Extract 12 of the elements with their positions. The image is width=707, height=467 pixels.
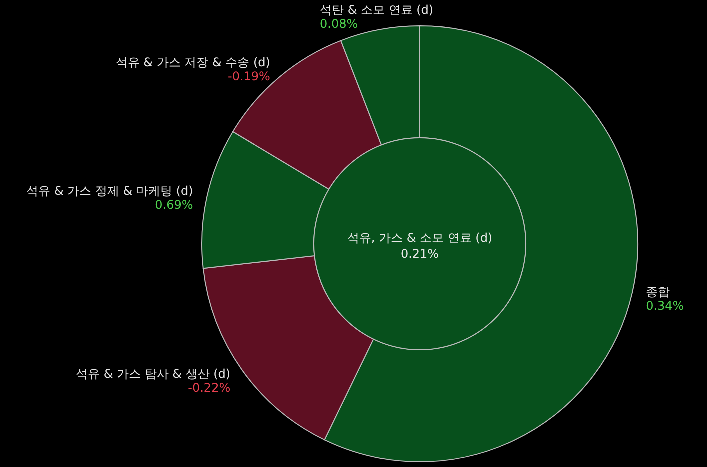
text: 0.34% [646, 299, 684, 314]
text: 0.21% [400, 247, 440, 261]
slice-label: 석유 & 가스 저장 & 수송 (d) [116, 56, 270, 70]
slice-label: 석유 & 가스 정제 & 마케팅 (d) [26, 184, 194, 198]
slice-label: 석탄 & 소모 연료 (d) [320, 3, 434, 17]
text: -0.22% [188, 380, 231, 395]
text: 석유, 가스 & 소모 연료 (d) [347, 231, 493, 245]
text: 0.08% [320, 17, 358, 31]
slice-label: 종합 [646, 285, 670, 300]
text: 0.69% [155, 198, 194, 212]
slice-label: 석유 & 가스 탐사 & 생산 (d) [76, 366, 231, 381]
text: -0.19% [228, 70, 270, 84]
